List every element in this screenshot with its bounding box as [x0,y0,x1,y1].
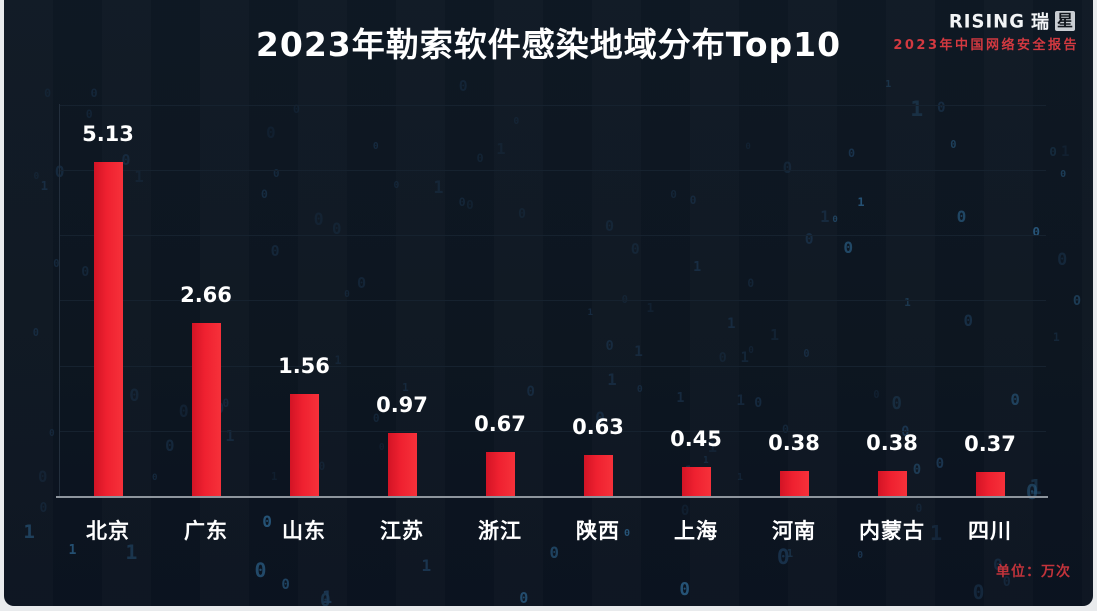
bar-chart: 5.13 北京 2.66 广东 1.56 山东 0.97 江苏 0.67 浙江 0.63 陕西 0.45… [4,0,1093,606]
gridline [60,104,1046,106]
x-axis-label: 内蒙古 [859,519,925,543]
bar-value-label: 0.63 [572,415,624,439]
gridline [60,170,1046,171]
bar-value-label: 0.38 [866,431,918,455]
x-axis-label: 四川 [968,519,1012,543]
rising-logo-cn-left: 瑞 [1030,12,1049,33]
x-axis-label: 河南 [772,519,816,543]
bar-value-label: 2.66 [180,283,232,307]
unit-note: 单位：万次 [996,564,1071,580]
gridline [60,300,1046,302]
bar-value-label: 0.97 [376,393,428,417]
bar-value-label: 5.13 [82,122,134,146]
bar-value-label: 0.67 [474,412,526,436]
bar [583,455,613,496]
bar-value-label: 0.37 [964,432,1016,456]
bar-value-label: 0.38 [768,431,820,455]
bar [387,433,417,496]
x-axis-label: 陕西 [576,519,620,543]
bar [877,471,907,496]
x-axis-label: 北京 [86,519,130,543]
gridline [60,365,1046,367]
y-axis-line [59,104,60,497]
x-axis-label: 山东 [282,519,326,543]
bar-value-label: 1.56 [278,354,330,378]
report-label: 2023年中国网络安全报告 [893,38,1079,53]
rising-logo-cn-right: 星 [1054,11,1075,31]
rising-logo-text: RISING [948,9,1025,33]
x-axis-label: 广东 [184,519,228,543]
bar [779,471,809,496]
bar-value-label: 0.45 [670,427,722,451]
x-axis-line [56,496,1048,498]
gridline [60,430,1046,432]
bar [485,452,515,496]
chart-title: 2023年勒索软件感染地域分布Top10 [255,25,842,64]
bar [191,323,221,496]
bar [93,162,123,496]
bar [975,472,1005,496]
bar [681,467,711,496]
bar [289,394,319,496]
x-axis-label: 上海 [674,519,718,543]
x-axis-label: 江苏 [380,519,424,543]
rising-logo: RISING 瑞 星 [949,8,1075,34]
gridline [60,235,1046,237]
x-axis-label: 浙江 [478,519,522,543]
